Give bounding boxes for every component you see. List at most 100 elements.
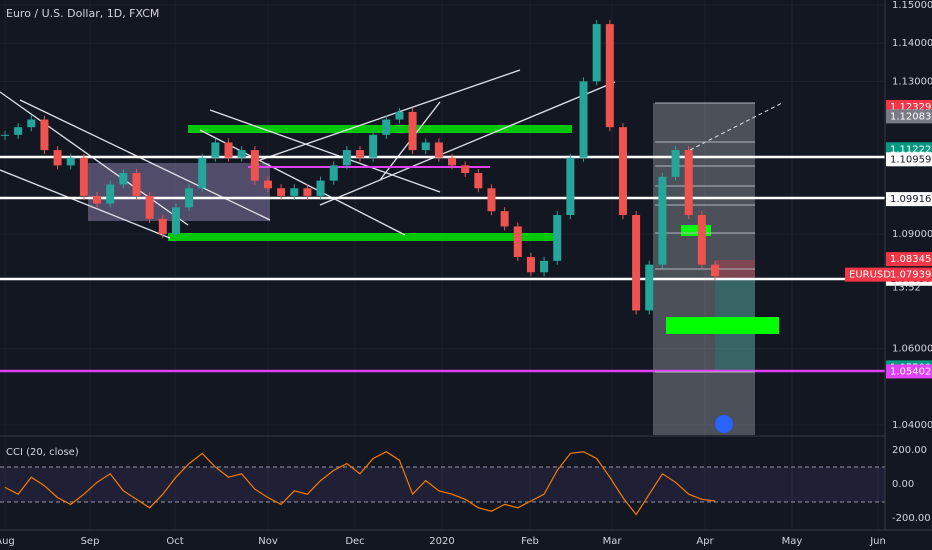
price-badge-label: 1.12083 xyxy=(890,111,931,122)
candle xyxy=(434,142,443,158)
candle xyxy=(369,134,378,158)
support-zone xyxy=(168,233,558,241)
cci-label: CCI (20, close) xyxy=(6,447,79,458)
candle xyxy=(263,180,272,189)
price-badge xyxy=(886,364,932,379)
time-label: Apr xyxy=(696,536,714,547)
time-label: Mar xyxy=(603,536,623,547)
cci-tick-label: 200.00 xyxy=(892,445,927,456)
candle xyxy=(79,157,88,196)
candle xyxy=(119,173,128,185)
symbol-name: EURUSD xyxy=(849,270,891,281)
time-label: Sep xyxy=(81,536,100,547)
time-label: Aug xyxy=(0,536,15,547)
candle xyxy=(106,184,115,204)
price-badge-label: 1.05402 xyxy=(890,366,931,377)
resistance-zone xyxy=(188,125,572,133)
candle xyxy=(158,218,167,235)
candle xyxy=(395,111,404,120)
candle xyxy=(487,188,496,212)
price-tick-label: 1.15000 xyxy=(892,0,932,11)
price-badge xyxy=(886,252,932,267)
candle xyxy=(185,188,194,208)
candle xyxy=(553,215,562,261)
candle xyxy=(66,157,75,166)
candle xyxy=(316,180,325,196)
price-tick-label: 1.06000 xyxy=(892,344,932,355)
price-badge xyxy=(886,152,932,167)
candle xyxy=(198,157,207,189)
price-badge xyxy=(886,192,932,207)
candle xyxy=(303,188,312,196)
candle xyxy=(211,142,220,158)
symbol-price: 1.07939 xyxy=(890,270,931,281)
candle xyxy=(684,150,693,215)
candle xyxy=(711,264,719,277)
price-tick-label: 1.04000 xyxy=(892,420,932,431)
price-badge-label: 1.08345 xyxy=(890,254,931,265)
price-tick-label: 1.14000 xyxy=(892,38,932,49)
candle xyxy=(579,81,588,158)
candles xyxy=(1,20,719,315)
candle xyxy=(566,157,575,215)
candle xyxy=(408,111,417,151)
price-badge-label: 1.09916 xyxy=(890,194,931,205)
candle xyxy=(93,195,102,204)
candle xyxy=(605,24,614,128)
candle xyxy=(421,142,430,151)
grid xyxy=(0,0,885,530)
candle xyxy=(132,173,141,196)
stop-zone xyxy=(715,260,755,280)
price-tick-label: 1.13000 xyxy=(892,76,932,87)
candle xyxy=(658,176,667,265)
time-label: Feb xyxy=(521,536,539,547)
price-badge-label: 1.12329 xyxy=(890,102,931,113)
candle xyxy=(290,188,299,196)
cci-band xyxy=(0,467,885,502)
candle xyxy=(237,150,246,158)
candle xyxy=(342,150,351,166)
candle xyxy=(632,215,641,311)
price-badge-label: 1.11222 xyxy=(890,144,931,155)
time-label: May xyxy=(782,536,803,547)
candle xyxy=(671,150,680,177)
candle xyxy=(592,24,601,82)
candle xyxy=(250,150,259,181)
time-label: 2020 xyxy=(429,536,454,547)
candle xyxy=(645,264,654,311)
time-label: Nov xyxy=(258,536,278,547)
countdown: 13:52 xyxy=(892,283,921,294)
cci-tick-label: -200.00 xyxy=(892,513,931,524)
cci-line xyxy=(4,451,716,516)
candle xyxy=(526,257,535,273)
candle xyxy=(382,119,391,135)
cci-tick-label: 0.00 xyxy=(892,479,914,490)
candle xyxy=(53,150,62,166)
candle xyxy=(540,260,549,273)
candle xyxy=(1,134,9,136)
candle xyxy=(277,188,286,196)
price-badge xyxy=(886,109,932,124)
candle xyxy=(14,127,23,135)
time-label: Dec xyxy=(345,536,364,547)
candle xyxy=(500,211,509,227)
price-badge-label: 1.10959 xyxy=(890,154,931,165)
candle xyxy=(40,119,49,151)
supply-zone xyxy=(681,225,711,236)
candle xyxy=(145,195,154,219)
symbol-badge-bg xyxy=(845,267,932,282)
time-label: Jun xyxy=(869,536,886,547)
price-tick-label: 1.09000 xyxy=(892,229,932,240)
demand-zone xyxy=(666,317,779,334)
candle xyxy=(461,165,470,173)
candle xyxy=(448,157,457,166)
candle xyxy=(171,207,180,235)
time-label: Oct xyxy=(166,536,183,547)
event-icon[interactable] xyxy=(715,415,733,433)
candle xyxy=(329,165,338,181)
candle xyxy=(224,142,233,158)
chart-title: Euro / U.S. Dollar, 1D, FXCM xyxy=(6,7,159,20)
